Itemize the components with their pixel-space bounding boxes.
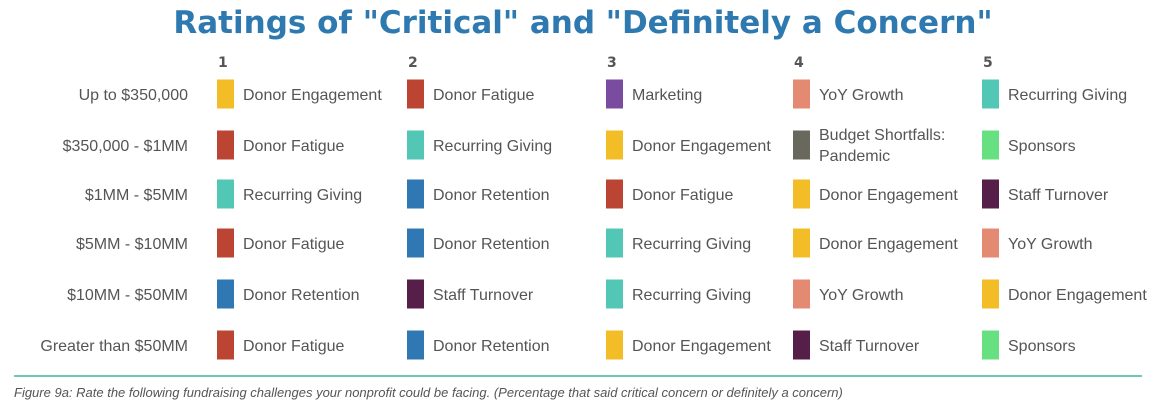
cell-label: Donor Engagement [819, 187, 958, 204]
swatch-donor-engagement [793, 228, 810, 258]
column-header-5: 5 [983, 55, 993, 71]
cell-label: Donor Engagement [1008, 287, 1147, 304]
cell-label: Staff Turnover [433, 287, 534, 304]
cell-label: Donor Engagement [243, 87, 382, 104]
chart-title: Ratings of "Critical" and "Definitely a … [173, 5, 992, 41]
swatch-donor-fatigue [217, 330, 234, 360]
swatch-sponsors [982, 130, 999, 160]
swatch-donor-fatigue [217, 228, 234, 258]
cell-label: Staff Turnover [1008, 187, 1109, 204]
row-label: $1MM - $5MM [85, 187, 188, 204]
swatch-staff-turnover [407, 279, 424, 309]
swatch-yoy-growth [793, 279, 810, 309]
cell-label: Donor Retention [243, 287, 360, 304]
row-label: $10MM - $50MM [67, 287, 188, 304]
cell-label: Donor Engagement [632, 338, 771, 355]
swatch-staff-turnover [793, 330, 810, 360]
cell-label: Marketing [632, 87, 702, 104]
swatch-donor-engagement [793, 179, 810, 209]
swatch-staff-turnover [982, 179, 999, 209]
swatch-donor-engagement [982, 279, 999, 309]
swatch-donor-fatigue [606, 179, 623, 209]
cell-label: Recurring Giving [1008, 87, 1127, 104]
swatch-donor-engagement [217, 79, 234, 109]
column-header-3: 3 [607, 55, 617, 71]
cell-label: YoY Growth [1008, 236, 1093, 253]
cell-label: Donor Fatigue [243, 338, 344, 355]
cell-label: Budget Shortfalls: Pandemic [819, 127, 945, 165]
swatch-donor-fatigue [407, 79, 424, 109]
cell-label: Recurring Giving [243, 187, 362, 204]
row-label: $5MM - $10MM [76, 236, 188, 253]
swatch-recurring-giving [217, 179, 234, 209]
column-header-4: 4 [794, 55, 804, 71]
cell-label: Donor Retention [433, 187, 550, 204]
cell-label: Donor Retention [433, 236, 550, 253]
row-label: $350,000 - $1MM [63, 138, 188, 155]
swatch-donor-retention [407, 228, 424, 258]
swatch-donor-retention [217, 279, 234, 309]
swatch-donor-engagement [606, 130, 623, 160]
figure-caption: Figure 9a: Rate the following fundraisin… [14, 385, 843, 400]
swatch-marketing [606, 79, 623, 109]
cell-label: Donor Engagement [632, 138, 771, 155]
cell-label: YoY Growth [819, 87, 904, 104]
cell-label: Donor Fatigue [243, 138, 344, 155]
swatch-sponsors [982, 330, 999, 360]
swatch-recurring-giving [407, 130, 424, 160]
swatch-donor-retention [407, 330, 424, 360]
cell-label: Staff Turnover [819, 338, 920, 355]
swatch-recurring-giving [982, 79, 999, 109]
cell-label: YoY Growth [819, 287, 904, 304]
swatch-donor-engagement [606, 330, 623, 360]
row-label: Up to $350,000 [79, 87, 189, 104]
swatch-recurring-giving [606, 279, 623, 309]
swatch-yoy-growth [793, 79, 810, 109]
swatch-recurring-giving [606, 228, 623, 258]
cell-label: Donor Fatigue [632, 187, 733, 204]
swatch-donor-fatigue [217, 130, 234, 160]
cell-label: Donor Fatigue [433, 87, 534, 104]
cell-label: Sponsors [1008, 138, 1076, 155]
column-header-2: 2 [408, 55, 418, 71]
cell-label: Donor Fatigue [243, 236, 344, 253]
cell-label: Sponsors [1008, 338, 1076, 355]
column-header-1: 1 [218, 55, 228, 71]
cell-label: Recurring Giving [632, 287, 751, 304]
cell-label: Donor Retention [433, 338, 550, 355]
cell-label: Recurring Giving [632, 236, 751, 253]
swatch-donor-retention [407, 179, 424, 209]
cell-label: Donor Engagement [819, 236, 958, 253]
swatch-yoy-growth [982, 228, 999, 258]
row-label: Greater than $50MM [40, 338, 188, 355]
swatch-budget-shortfalls-pandemic [793, 130, 810, 160]
cell-label: Recurring Giving [433, 138, 552, 155]
